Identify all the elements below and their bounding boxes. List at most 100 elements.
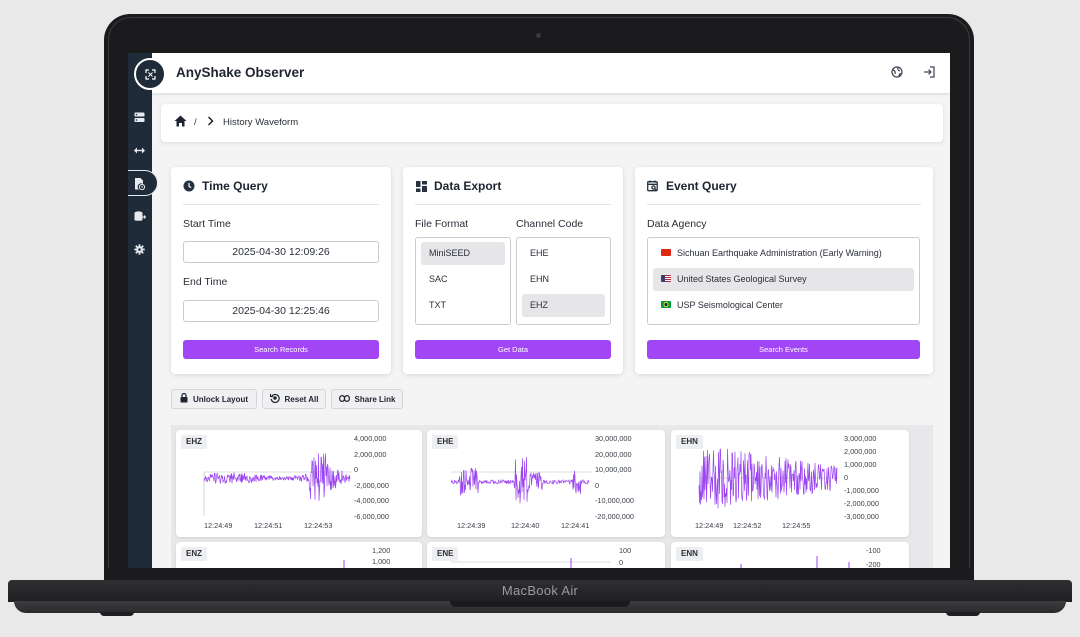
- waveform-plot-enn: [740, 556, 850, 568]
- y-tick-label: -20,000,000: [595, 512, 634, 521]
- laptop-base-edge: [14, 601, 1066, 613]
- usa-flag-icon: [661, 275, 671, 282]
- waveform-card-enz: ENZ 1,200 1,000: [176, 542, 422, 568]
- y-tick-label: 20,000,000: [595, 450, 632, 459]
- reset-all-label: Reset All: [284, 394, 319, 404]
- y-tick-label: -4,000,000: [354, 496, 389, 505]
- channel-option-ehe[interactable]: EHE: [530, 248, 549, 258]
- end-time-label: End Time: [183, 276, 228, 288]
- calendar-search-icon: [647, 180, 659, 192]
- laptop-foot: [100, 612, 134, 616]
- event-query-title: Event Query: [647, 179, 737, 193]
- waveform-card-ehe: EHE 30,000,000 20,000,000 10,000,000 0 -…: [427, 430, 665, 537]
- x-tick-label: 12:24:40: [511, 521, 540, 530]
- waveform-plot-ene: [451, 558, 611, 568]
- channel-chip: ENZ: [181, 547, 207, 561]
- agency-option-sichuan[interactable]: Sichuan Earthquake Administration (Early…: [653, 242, 914, 265]
- channel-code-list: EHE EHN EHZ: [516, 237, 611, 325]
- device-label: MacBook Air: [501, 583, 579, 598]
- y-tick-label: -200: [866, 560, 881, 568]
- y-tick-label: -10,000,000: [595, 496, 634, 505]
- y-tick-label: 30,000,000: [595, 434, 632, 443]
- fullscreen-toggle-icon[interactable]: [134, 58, 166, 90]
- channel-chip: EHZ: [181, 435, 207, 449]
- data-agency-list: Sichuan Earthquake Administration (Early…: [647, 237, 920, 325]
- laptop-notch: [450, 601, 630, 607]
- waveform-plot-ehe: [450, 456, 591, 504]
- home-icon[interactable]: [174, 115, 187, 130]
- format-option-txt[interactable]: TXT: [429, 300, 446, 310]
- start-time-input[interactable]: 2025-04-30 12:09:26: [183, 241, 379, 263]
- x-tick-label: 12:24:53: [304, 521, 333, 530]
- brazil-flag-icon: [661, 301, 671, 308]
- time-query-title: Time Query: [183, 179, 268, 193]
- y-tick-label: 2,000,000: [844, 447, 877, 456]
- channel-chip: EHN: [676, 435, 703, 449]
- get-data-button[interactable]: Get Data: [415, 340, 611, 359]
- channel-code-label: Channel Code: [516, 218, 584, 230]
- data-export-title-text: Data Export: [434, 179, 502, 193]
- logout-icon[interactable]: [922, 65, 936, 79]
- y-tick-label: 0: [354, 465, 359, 474]
- link-icon: [338, 394, 350, 404]
- waveform-card-ehn: EHN 3,000,000 2,000,000 1,000,000 0 -1,0…: [671, 430, 909, 537]
- y-tick-label: -2,000,000: [354, 481, 389, 490]
- server-icon[interactable]: [133, 111, 146, 124]
- y-tick-label: 0: [595, 481, 600, 490]
- wave-arrows-icon[interactable]: [133, 144, 146, 157]
- china-flag-icon: [661, 249, 671, 256]
- laptop-foot: [946, 612, 980, 616]
- x-tick-label: 12:24:41: [561, 521, 590, 530]
- y-tick-label: -1,000,000: [844, 486, 879, 495]
- y-tick-label: 100: [619, 546, 632, 555]
- breadcrumb-separator: /: [194, 117, 197, 128]
- top-bar: AnyShake Observer: [152, 53, 950, 93]
- divider: [183, 204, 379, 205]
- waveform-card-ehz: EHZ 4,000,000 2,000,000 0 -2,000,000 -4,…: [176, 430, 422, 537]
- y-tick-label: 1,000: [372, 557, 391, 566]
- lock-icon: [180, 392, 188, 405]
- y-tick-label: 0: [844, 473, 849, 482]
- format-option-miniseed[interactable]: MiniSEED: [421, 242, 505, 265]
- x-tick-label: 12:24:55: [782, 521, 811, 530]
- agency-option-usp[interactable]: USP Seismological Center: [653, 294, 914, 317]
- x-tick-label: 12:24:49: [695, 521, 724, 530]
- reset-all-button[interactable]: Reset All: [262, 389, 326, 409]
- share-link-label: Share Link: [354, 394, 396, 404]
- y-tick-label: 2,000,000: [354, 450, 387, 459]
- agency-name: Sichuan Earthquake Administration (Early…: [677, 248, 882, 258]
- x-tick-label: 12:24:52: [733, 521, 762, 530]
- divider: [415, 204, 611, 205]
- y-tick-label: 10,000,000: [595, 465, 632, 474]
- breadcrumb: / History Waveform: [161, 104, 943, 142]
- breadcrumb-current: History Waveform: [223, 117, 299, 128]
- agency-option-usgs[interactable]: United States Geological Survey: [653, 268, 914, 291]
- data-agency-label: Data Agency: [647, 218, 707, 230]
- unlock-layout-button[interactable]: Unlock Layout: [171, 389, 257, 409]
- app-screen: AnyShake Observer / History Waveform Tim…: [128, 53, 950, 568]
- x-tick-label: 12:24:39: [457, 521, 486, 530]
- y-tick-label: 1,000,000: [844, 460, 877, 469]
- y-tick-label: 3,000,000: [844, 434, 877, 443]
- y-tick-label: -100: [866, 546, 881, 555]
- format-option-sac[interactable]: SAC: [429, 274, 448, 284]
- chevron-right-icon: [207, 116, 214, 129]
- globe-icon[interactable]: [890, 65, 904, 79]
- share-link-button[interactable]: Share Link: [331, 389, 403, 409]
- history-file-icon[interactable]: [133, 177, 146, 190]
- agency-name: United States Geological Survey: [677, 274, 807, 284]
- start-time-label: Start Time: [183, 218, 231, 230]
- sidebar: [128, 53, 158, 568]
- time-query-title-text: Time Query: [202, 179, 268, 193]
- file-format-list: MiniSEED SAC TXT: [415, 237, 511, 325]
- database-export-icon[interactable]: [133, 210, 146, 223]
- channel-option-ehz[interactable]: EHZ: [522, 294, 605, 317]
- gear-icon[interactable]: [133, 243, 146, 256]
- search-events-button[interactable]: Search Events: [647, 340, 920, 359]
- channel-option-ehn[interactable]: EHN: [530, 274, 550, 284]
- y-tick-label: 4,000,000: [354, 434, 387, 443]
- laptop-bottom-bezel: [108, 568, 970, 580]
- end-time-input[interactable]: 2025-04-30 12:25:46: [183, 300, 379, 322]
- search-records-button[interactable]: Search Records: [183, 340, 379, 359]
- event-query-title-text: Event Query: [666, 179, 737, 193]
